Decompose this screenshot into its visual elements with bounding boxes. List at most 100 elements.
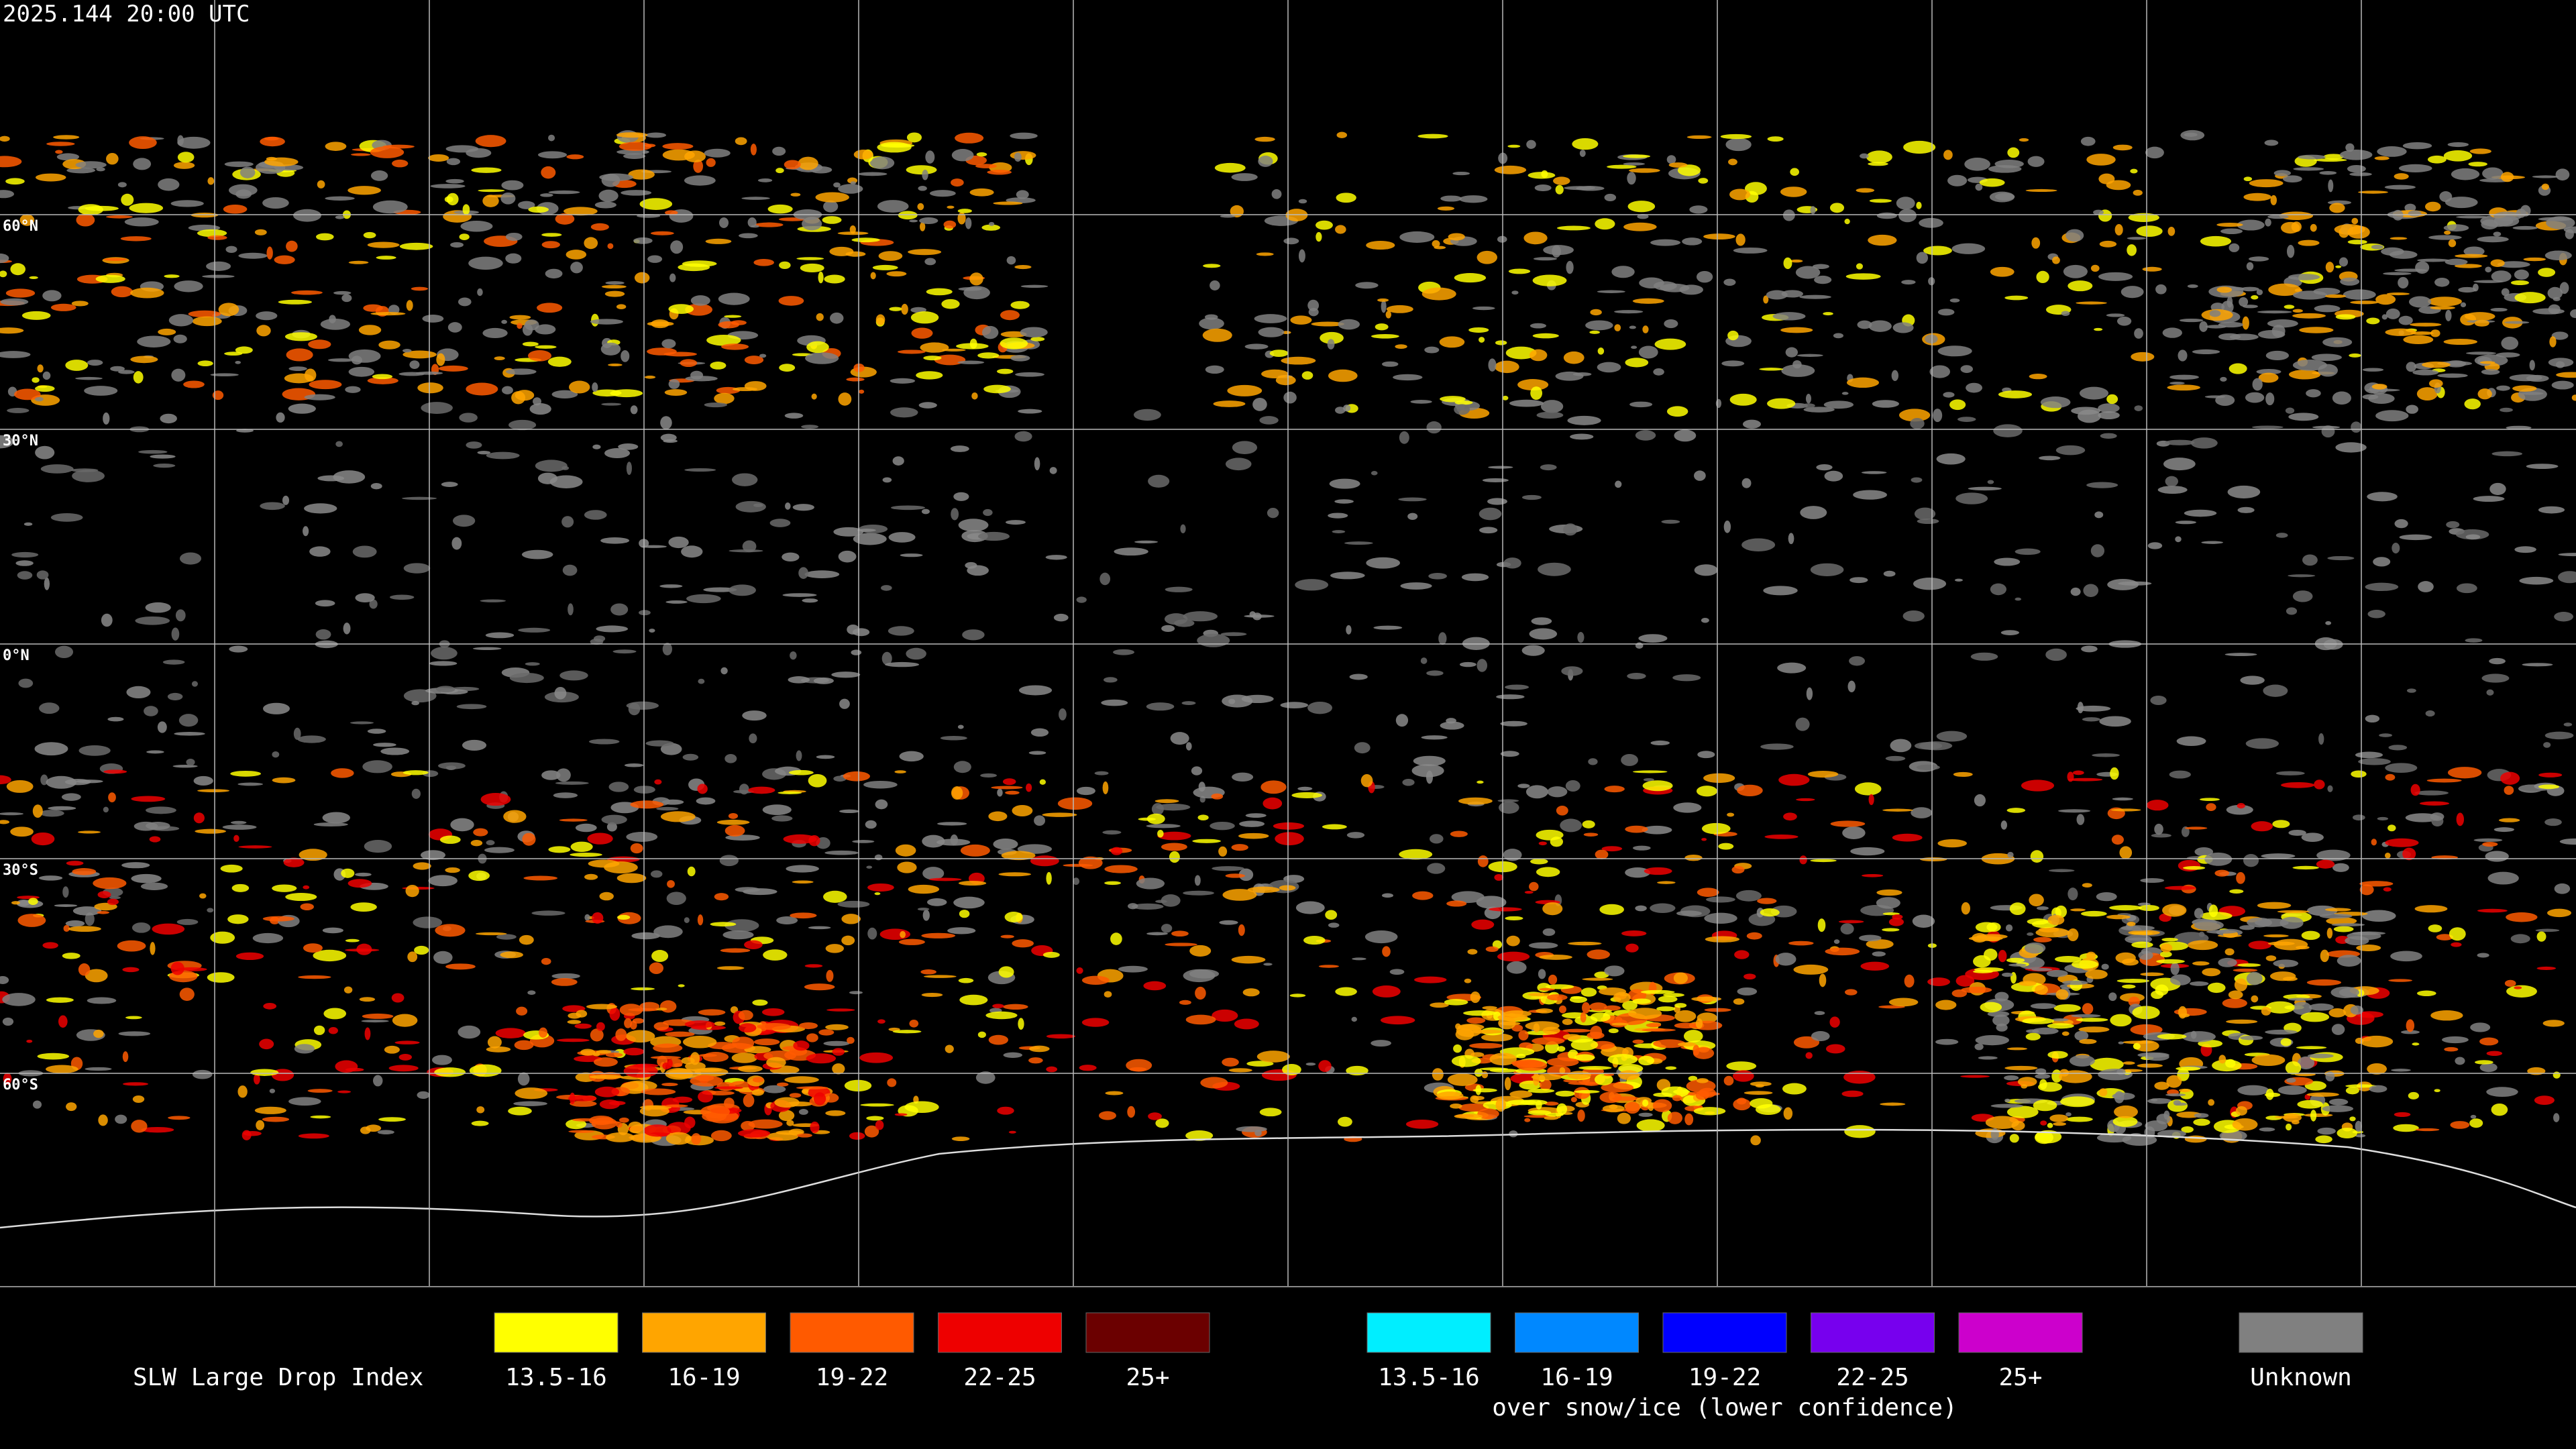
cloud xyxy=(825,944,844,953)
cloud xyxy=(2282,976,2298,981)
cloud xyxy=(1603,1005,1621,1011)
cloud xyxy=(320,318,351,330)
cloud xyxy=(621,350,630,362)
cloud xyxy=(653,1043,683,1053)
cloud xyxy=(2030,1003,2057,1010)
cloud xyxy=(1161,843,1187,851)
cloud xyxy=(1990,583,2006,596)
cloud xyxy=(1775,953,1796,966)
cloud xyxy=(1133,409,1161,421)
cloud xyxy=(1599,904,1624,915)
cloud xyxy=(951,178,964,187)
cloud xyxy=(645,132,667,138)
cloud xyxy=(2176,1067,2201,1071)
cloud xyxy=(1417,133,1448,139)
cloud xyxy=(1583,833,1599,837)
cloud xyxy=(936,822,967,826)
cloud xyxy=(331,768,354,778)
cloud xyxy=(2081,645,2098,653)
cloud xyxy=(639,1106,669,1117)
cloud xyxy=(364,839,392,853)
cloud xyxy=(341,294,352,303)
cloud xyxy=(2007,147,2020,158)
cloud xyxy=(452,515,476,527)
cloud xyxy=(857,529,876,532)
cloud xyxy=(1214,162,1246,173)
cloud xyxy=(2292,865,2319,870)
cloud xyxy=(2065,1116,2093,1122)
cloud xyxy=(2181,826,2190,837)
cloud xyxy=(392,159,409,168)
cloud xyxy=(1621,753,1638,766)
cloud xyxy=(514,1040,534,1051)
cloud xyxy=(562,564,578,576)
cloud xyxy=(841,935,855,946)
cloud xyxy=(1157,831,1191,841)
cloud xyxy=(1488,466,1513,469)
cloud xyxy=(2004,295,2029,301)
cloud xyxy=(508,1106,532,1116)
cloud xyxy=(2485,851,2509,862)
cloud xyxy=(21,311,51,320)
cloud xyxy=(2236,872,2245,884)
cloud xyxy=(2450,1121,2470,1129)
cloud xyxy=(1637,214,1649,219)
cloud xyxy=(1530,858,1548,865)
cloud xyxy=(1474,1069,1483,1077)
cloud xyxy=(714,1021,726,1026)
cloud xyxy=(2485,266,2492,273)
cloud xyxy=(1845,273,1881,280)
legend-swatch xyxy=(1085,1312,1210,1353)
cloud xyxy=(2059,1069,2070,1077)
cloud xyxy=(307,1089,333,1093)
cloud xyxy=(1191,766,1203,775)
cloud xyxy=(2445,197,2478,209)
cloud xyxy=(1046,1034,1076,1039)
cloud xyxy=(398,1053,412,1061)
cloud xyxy=(2402,847,2416,861)
cloud xyxy=(763,1085,786,1093)
cloud xyxy=(435,924,466,937)
cloud xyxy=(1767,136,1784,142)
cloud xyxy=(389,594,415,600)
cloud xyxy=(76,213,95,227)
cloud xyxy=(616,304,627,310)
cloud xyxy=(0,298,29,306)
cloud xyxy=(286,348,313,362)
cloud xyxy=(1987,480,1994,484)
cloud xyxy=(133,158,152,170)
cloud xyxy=(846,377,865,382)
cloud xyxy=(539,1027,548,1038)
cloud xyxy=(2220,228,2243,235)
cloud xyxy=(1697,751,1715,759)
cloud xyxy=(2310,223,2317,232)
cloud xyxy=(264,157,299,167)
cloud xyxy=(867,883,894,892)
cloud xyxy=(1203,264,1221,268)
cloud xyxy=(1638,1112,1653,1117)
cloud xyxy=(662,143,694,150)
cloud xyxy=(1582,977,1613,981)
cloud xyxy=(239,166,256,178)
cloud xyxy=(2328,1008,2347,1018)
cloud xyxy=(599,892,614,901)
cloud xyxy=(46,142,75,146)
cloud xyxy=(804,964,823,968)
cloud xyxy=(2239,297,2249,307)
cloud xyxy=(103,258,127,262)
cloud xyxy=(17,571,33,580)
cloud xyxy=(1232,441,1258,455)
cloud xyxy=(466,441,482,449)
cloud xyxy=(1825,1044,1845,1054)
cloud xyxy=(2273,170,2291,176)
cloud xyxy=(2501,172,2514,182)
cloud xyxy=(2390,951,2422,962)
cloud xyxy=(2422,361,2451,368)
cloud xyxy=(2377,816,2389,820)
cloud xyxy=(2214,869,2230,877)
cloud xyxy=(1169,851,1180,863)
cloud xyxy=(1495,1098,1506,1112)
cloud xyxy=(1529,881,1539,892)
cloud xyxy=(1973,955,1991,968)
cloud xyxy=(2077,702,2084,714)
